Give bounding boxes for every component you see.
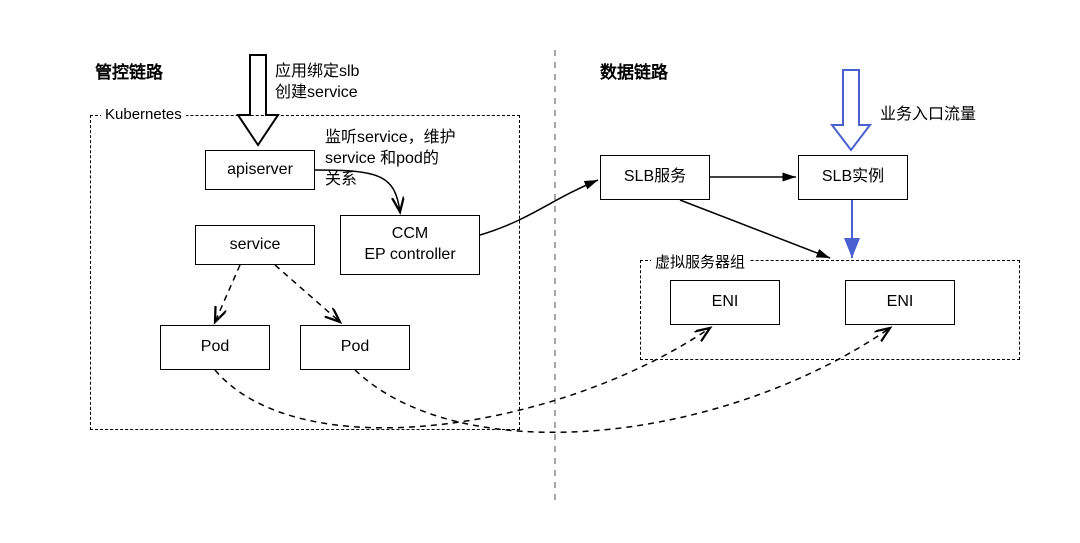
title-right: 数据链路 <box>600 58 668 83</box>
node-apiserver: apiserver <box>205 150 315 190</box>
node-eni2: ENI <box>845 280 955 325</box>
label-bind-slb: 应用绑定slb 创建service <box>275 62 359 104</box>
node-ccm: CCM EP controller <box>340 215 480 275</box>
edge-slbsvc-vsg <box>680 200 830 258</box>
label-listen: 监听service，维护 service 和pod的 关系 <box>325 128 456 190</box>
big-arrow-right <box>832 70 870 150</box>
node-service: service <box>195 225 315 265</box>
node-pod1: Pod <box>160 325 270 370</box>
node-slb-instance: SLB实例 <box>798 155 908 200</box>
node-eni1: ENI <box>670 280 780 325</box>
group-kubernetes-label: Kubernetes <box>101 106 186 123</box>
group-vsg-label: 虚拟服务器组 <box>651 251 749 272</box>
title-left: 管控链路 <box>95 58 163 83</box>
node-slb-service: SLB服务 <box>600 155 710 200</box>
label-traffic: 业务入口流量 <box>880 105 976 126</box>
node-pod2: Pod <box>300 325 410 370</box>
